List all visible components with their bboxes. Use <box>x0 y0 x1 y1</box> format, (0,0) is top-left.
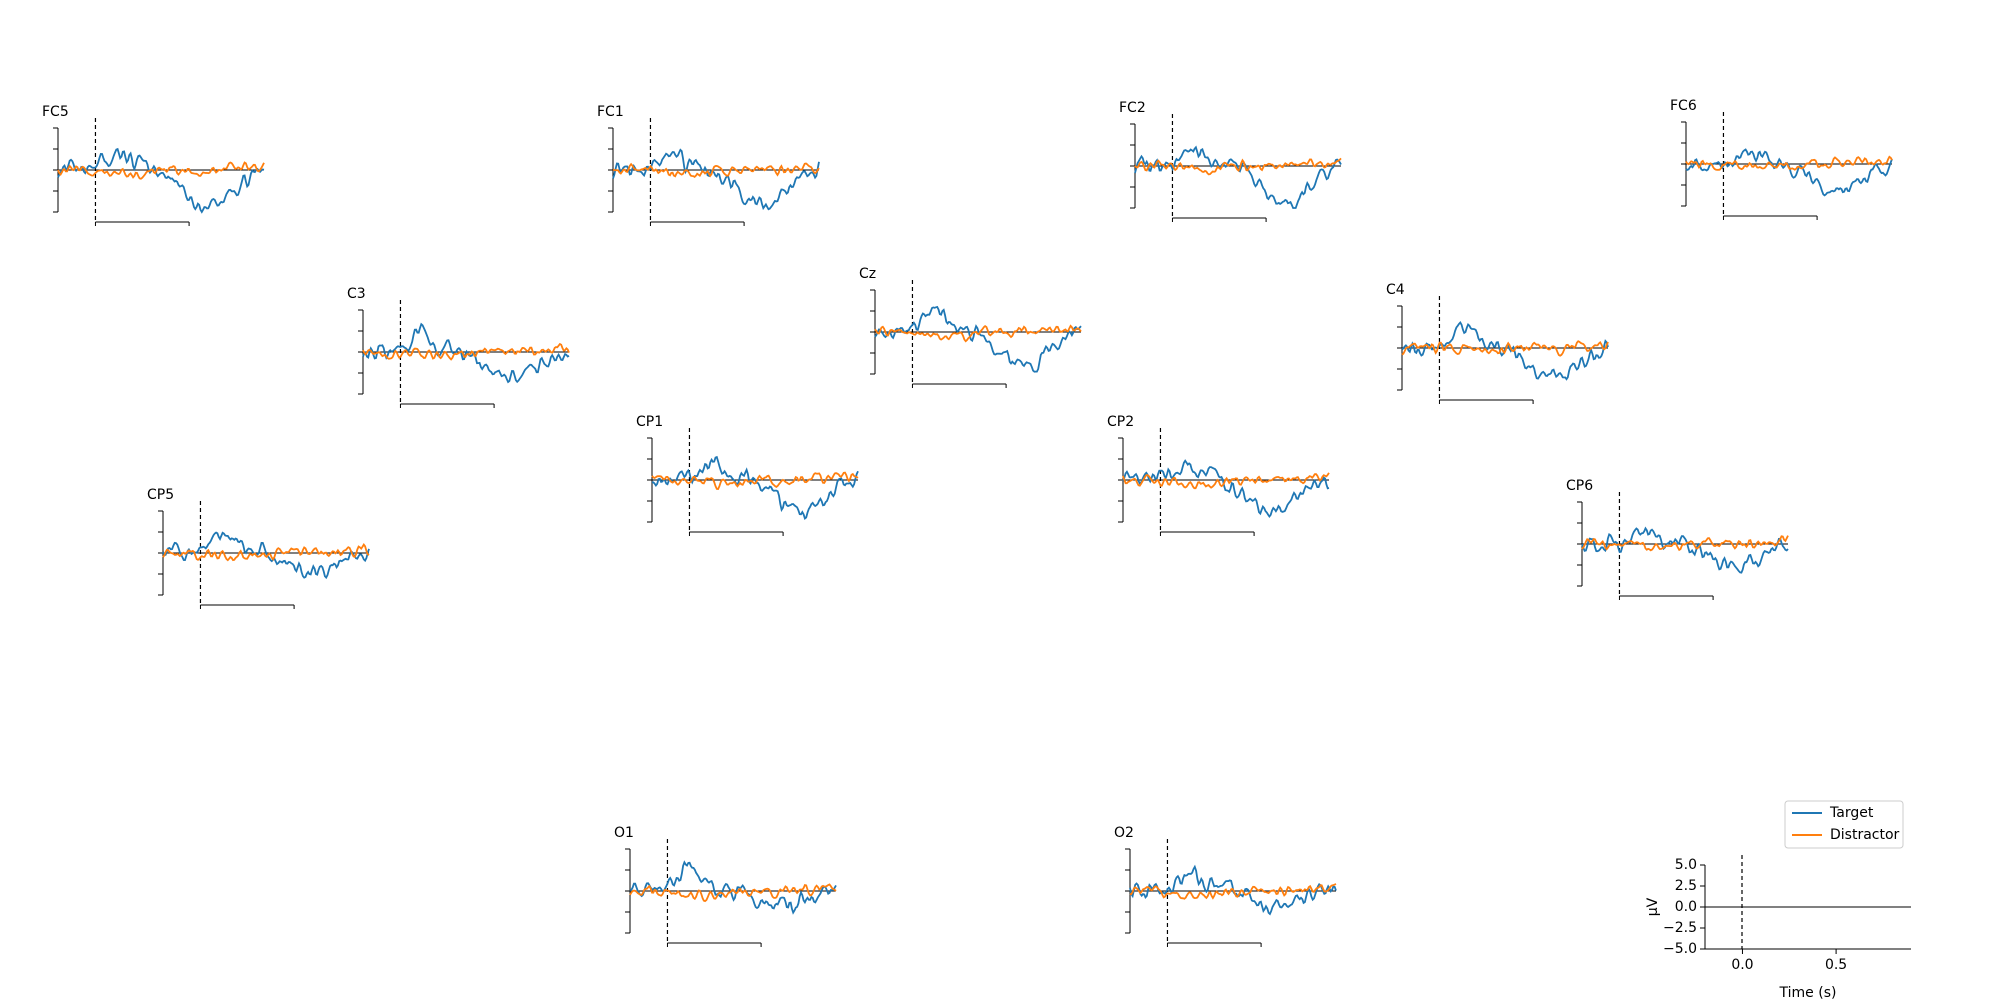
channel-panel-fc2: FC2 <box>1119 100 1342 222</box>
channel-label-cp1: CP1 <box>636 414 663 430</box>
series-line-target <box>1581 526 1789 574</box>
channel-panel-c3: C3 <box>347 286 570 408</box>
channel-panel-o1: O1 <box>614 825 837 947</box>
series-line-target <box>612 148 820 211</box>
channel-label-cp2: CP2 <box>1107 414 1134 430</box>
key-x-axis-label: Time (s) <box>1779 985 1837 1000</box>
series-line-distractor <box>629 883 837 903</box>
series-line-distractor <box>1581 535 1789 552</box>
series-line-target <box>629 860 837 915</box>
channel-label-fc2: FC2 <box>1119 100 1146 116</box>
series-line-target <box>57 147 265 214</box>
series-line-target <box>1122 459 1330 519</box>
key-axes-panel: 5.0 2.5 0.0 −2.5 −5.0 0.0 0.5 µV Time (s) <box>1645 855 1911 1000</box>
series-line-distractor <box>1401 340 1609 357</box>
channel-label-cp6: CP6 <box>1566 478 1593 494</box>
channel-panel-cp5: CP5 <box>147 487 370 609</box>
series-line-distractor <box>362 342 570 361</box>
channel-label-cp5: CP5 <box>147 487 174 503</box>
channel-label-fc6: FC6 <box>1670 98 1697 114</box>
series-line-distractor <box>1685 155 1893 171</box>
channel-panels: FC5 FC1 FC2 FC6 C3 Cz C4 CP1 CP2 CP5 CP6 O1 O2 <box>42 98 1893 947</box>
channel-label-cz: Cz <box>859 266 876 282</box>
series-line-distractor <box>651 471 859 490</box>
key-x-tick-label: 0.5 <box>1825 957 1847 973</box>
channel-panel-cp1: CP1 <box>636 414 859 536</box>
series-line-target <box>1685 148 1893 197</box>
key-x-ticks: 0.0 0.5 <box>1731 949 1847 973</box>
channel-panel-c4: C4 <box>1386 282 1609 404</box>
channel-panel-o2: O2 <box>1114 825 1337 947</box>
series-line-target <box>874 305 1082 373</box>
series-line-distractor <box>1134 157 1342 176</box>
key-y-tick-label: −2.5 <box>1663 920 1697 936</box>
channel-label-o2: O2 <box>1114 825 1134 841</box>
key-y-tick-label: 2.5 <box>1675 878 1697 894</box>
channel-panel-fc5: FC5 <box>42 104 265 226</box>
series-line-distractor <box>162 543 370 562</box>
series-line-distractor <box>612 162 820 179</box>
series-line-target <box>162 531 370 580</box>
series-line-target <box>651 455 859 520</box>
channel-label-c3: C3 <box>347 286 366 302</box>
key-y-axis-label: µV <box>1645 897 1661 916</box>
channel-panel-fc6: FC6 <box>1670 98 1893 220</box>
series-line-target <box>1134 145 1342 209</box>
channel-label-c4: C4 <box>1386 282 1405 298</box>
series-line-distractor <box>1122 472 1330 490</box>
channel-panel-cp2: CP2 <box>1107 414 1330 536</box>
key-y-ticks: 5.0 2.5 0.0 −2.5 −5.0 <box>1663 857 1705 957</box>
legend: Target Distractor <box>1784 800 1904 849</box>
legend-target-label: Target <box>1829 805 1874 821</box>
series-line-target <box>362 322 570 384</box>
channel-label-fc1: FC1 <box>597 104 624 120</box>
channel-panel-cz: Cz <box>859 266 1082 388</box>
key-y-tick-label: −5.0 <box>1663 941 1697 957</box>
key-x-tick-label: 0.0 <box>1731 957 1753 973</box>
key-y-tick-label: 0.0 <box>1675 899 1697 915</box>
series-line-distractor <box>874 324 1082 343</box>
channel-panel-fc1: FC1 <box>597 104 820 226</box>
legend-distractor-label: Distractor <box>1830 827 1900 843</box>
channel-label-o1: O1 <box>614 825 634 841</box>
channel-panel-cp6: CP6 <box>1566 478 1789 600</box>
channel-label-fc5: FC5 <box>42 104 69 120</box>
series-line-distractor <box>1129 883 1337 900</box>
key-y-tick-label: 5.0 <box>1675 857 1697 873</box>
series-line-distractor <box>57 161 265 180</box>
